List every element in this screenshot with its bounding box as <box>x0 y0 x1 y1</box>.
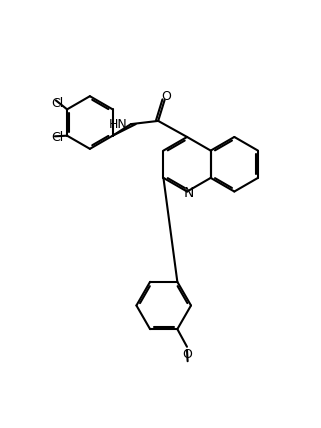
Text: O: O <box>183 348 193 361</box>
Text: Cl: Cl <box>51 97 63 110</box>
Text: O: O <box>161 90 171 103</box>
Text: HN: HN <box>108 118 127 131</box>
Text: N: N <box>184 186 194 200</box>
Text: Cl: Cl <box>51 131 63 144</box>
